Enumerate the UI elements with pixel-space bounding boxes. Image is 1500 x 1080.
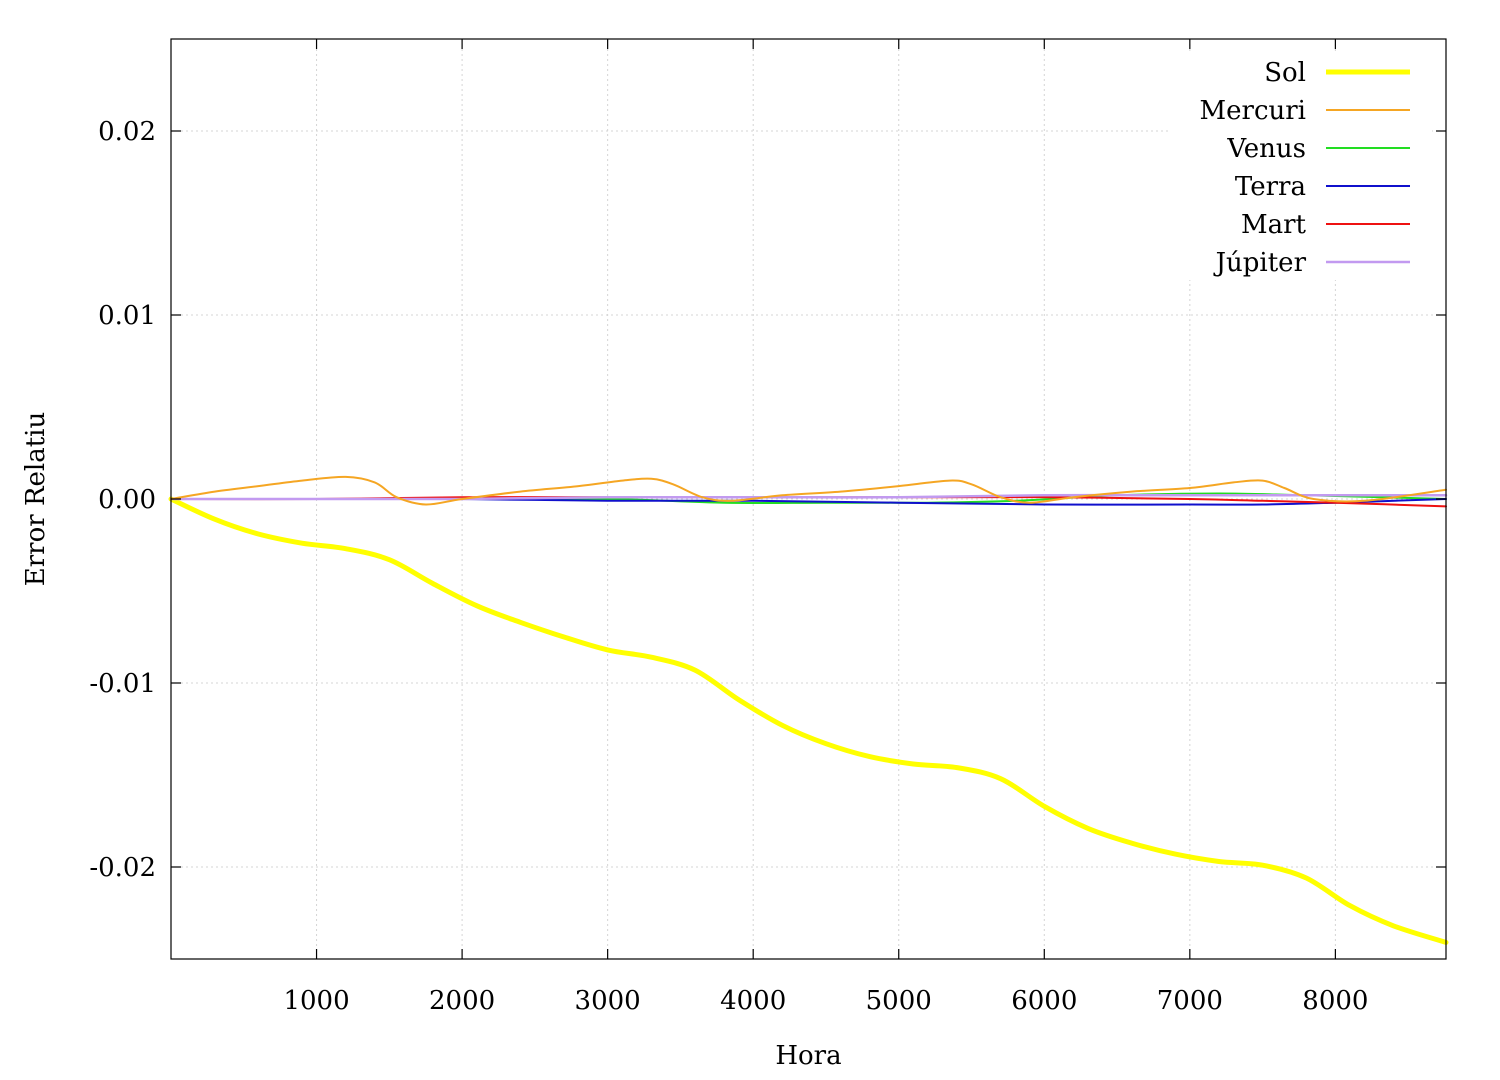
y-tick-label: -0.02: [89, 853, 156, 883]
legend-label: Mart: [1241, 210, 1307, 240]
x-tick-label: 4000: [720, 986, 786, 1016]
x-tick-label: 6000: [1011, 986, 1077, 1016]
series-line-júpiter: [169, 493, 1448, 501]
x-tick-label: 8000: [1302, 986, 1368, 1016]
series-layer: [168, 475, 1449, 945]
x-tick-label: 1000: [283, 986, 349, 1016]
y-tick-label: 0.01: [98, 301, 156, 331]
x-tick-label: 5000: [866, 986, 932, 1016]
x-tick-label: 7000: [1157, 986, 1223, 1016]
legend-background: [1170, 52, 1432, 280]
legend-label: Júpiter: [1213, 248, 1307, 278]
ticks: 1000 2000 3000 4000 5000 6000 7000 8000 -0.02 -0.…: [89, 39, 1446, 1016]
series-line-sol: [168, 496, 1449, 945]
y-axis-label: Error Relatiu: [21, 412, 51, 586]
legend-label: Terra: [1235, 172, 1306, 202]
y-tick-label: 0.02: [98, 117, 156, 147]
x-axis-label: Hora: [775, 1041, 841, 1071]
x-tick-label: 3000: [575, 986, 641, 1016]
legend-label: Venus: [1226, 134, 1306, 164]
y-tick-label: 0.00: [98, 485, 156, 515]
x-tick-label: 2000: [429, 986, 495, 1016]
legend-label: Sol: [1264, 58, 1306, 88]
legend-label: Mercuri: [1200, 96, 1307, 126]
y-tick-label: -0.01: [89, 669, 156, 699]
series-line-mercuri: [170, 475, 1447, 506]
legend: Sol Mercuri Venus Terra Mart Júpiter: [1170, 52, 1432, 280]
